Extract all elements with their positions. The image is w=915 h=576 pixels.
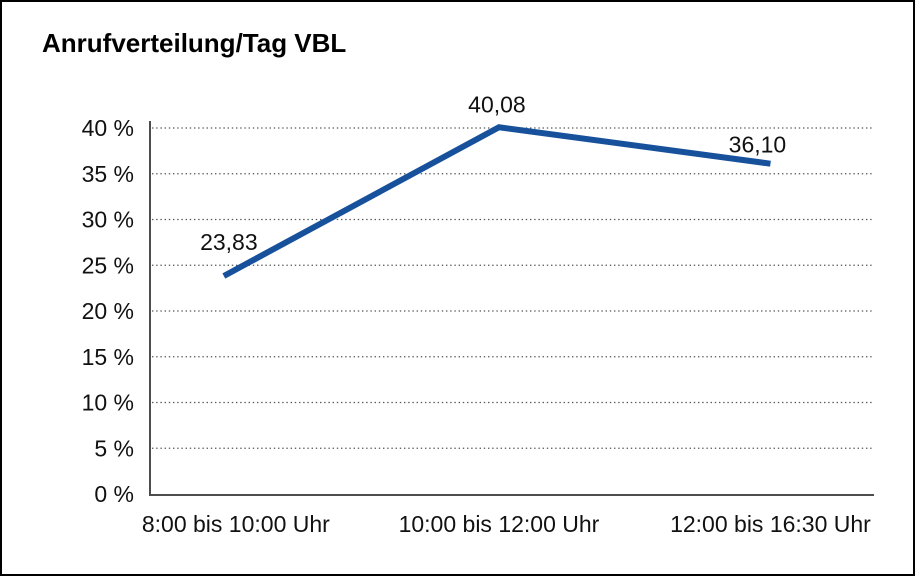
series-line bbox=[222, 124, 771, 279]
y-tick-label: 0 % bbox=[94, 481, 134, 507]
x-tick-label: 8:00 bis 10:00 Uhr bbox=[142, 511, 330, 537]
point-label: 23,83 bbox=[200, 229, 258, 255]
y-tick-label: 15 % bbox=[82, 344, 134, 370]
x-tick-label: 10:00 bis 12:00 Uhr bbox=[399, 511, 600, 537]
y-tick-label: 20 % bbox=[82, 298, 134, 324]
point-label: 36,10 bbox=[729, 132, 787, 158]
x-tick-label: 12:00 bis 16:30 Uhr bbox=[670, 511, 871, 537]
y-tick-label: 25 % bbox=[82, 252, 134, 278]
y-tick-label: 10 % bbox=[82, 390, 134, 416]
y-tick-label: 40 % bbox=[82, 115, 134, 141]
y-tick-label: 30 % bbox=[82, 207, 134, 233]
point-label: 40,08 bbox=[468, 91, 526, 117]
chart-title: Anrufverteilung/Tag VBL bbox=[42, 28, 347, 58]
y-tick-label: 5 % bbox=[94, 435, 134, 461]
y-tick-label: 35 % bbox=[82, 161, 134, 187]
